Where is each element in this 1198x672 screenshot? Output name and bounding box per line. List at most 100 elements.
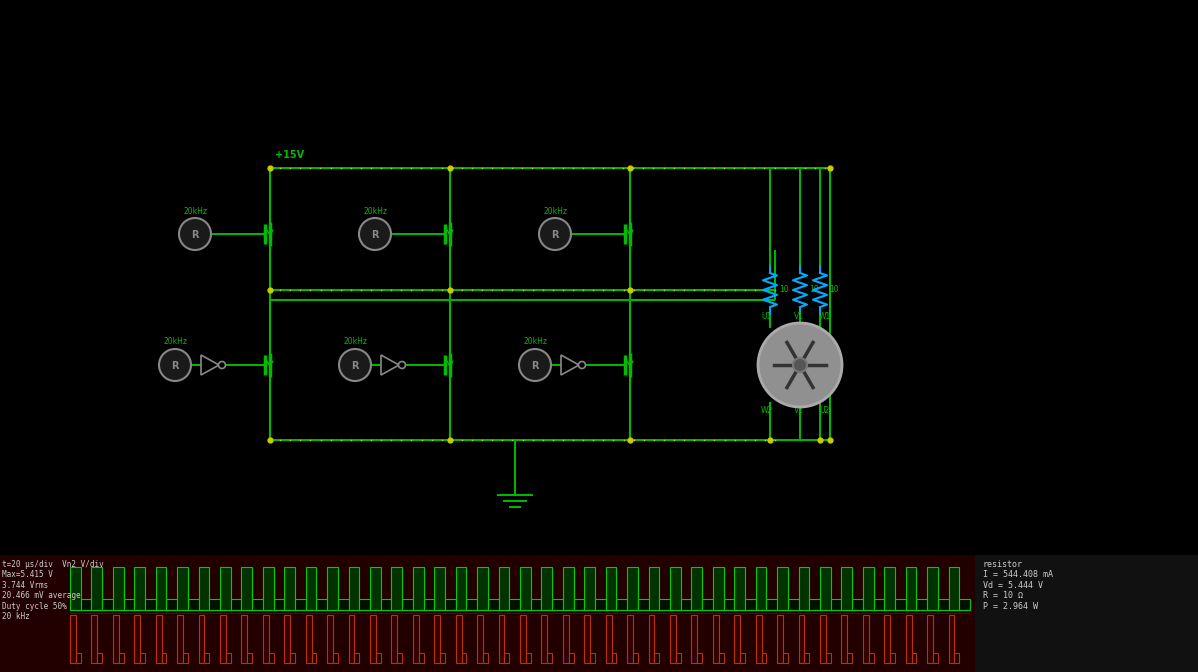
Point <box>634 285 653 296</box>
Bar <box>697 653 702 663</box>
Bar <box>461 653 466 663</box>
Point <box>613 435 633 446</box>
Bar <box>305 615 311 663</box>
Point <box>684 435 703 446</box>
Bar <box>167 599 177 610</box>
Point <box>563 163 582 173</box>
Point <box>643 163 662 173</box>
Point <box>331 285 350 296</box>
Text: t=20 μs/div  Vn2 V/div
Max=5.415 V
3.744 Vrms
20.466 mV average
Duty cycle 50%
2: t=20 μs/div Vn2 V/div Max=5.415 V 3.744 … <box>2 560 104 621</box>
Bar <box>370 615 376 663</box>
Point <box>543 163 562 173</box>
Bar <box>552 599 563 610</box>
Point <box>321 285 340 296</box>
Bar <box>349 567 359 610</box>
Point <box>594 435 613 446</box>
Text: 10: 10 <box>829 286 839 294</box>
Bar <box>252 599 262 610</box>
Point <box>483 285 502 296</box>
Text: V2: V2 <box>794 406 804 415</box>
Bar <box>670 615 676 663</box>
Point <box>604 435 623 446</box>
Point <box>624 435 643 446</box>
Bar <box>162 653 167 663</box>
Bar <box>852 599 863 610</box>
Bar <box>316 599 327 610</box>
Point <box>392 163 411 173</box>
Point <box>472 435 491 446</box>
Point <box>645 435 664 446</box>
Point <box>321 435 340 446</box>
Circle shape <box>758 323 842 407</box>
Bar <box>262 615 268 663</box>
Bar <box>884 615 890 663</box>
Point <box>745 285 764 296</box>
Bar <box>659 599 670 610</box>
Bar <box>392 615 398 663</box>
Point <box>533 285 552 296</box>
Point <box>412 163 431 173</box>
Point <box>392 435 411 446</box>
Bar <box>119 653 123 663</box>
Point <box>674 285 694 296</box>
Bar <box>455 567 466 610</box>
Point <box>524 285 543 296</box>
Text: 20kHz: 20kHz <box>543 206 567 216</box>
Bar <box>734 567 745 610</box>
Point <box>745 435 764 446</box>
Point <box>725 163 744 173</box>
Bar <box>627 567 637 610</box>
Point <box>715 285 734 296</box>
Point <box>513 163 532 173</box>
Bar <box>75 653 80 663</box>
Bar <box>268 653 273 663</box>
Bar <box>691 567 702 610</box>
Bar <box>327 567 338 610</box>
Bar <box>311 653 316 663</box>
Bar <box>97 653 102 663</box>
Text: R: R <box>351 361 358 371</box>
Bar <box>938 599 949 610</box>
Bar <box>284 567 295 610</box>
Bar <box>145 599 156 610</box>
Circle shape <box>179 218 211 250</box>
Point <box>422 435 441 446</box>
Point <box>432 435 452 446</box>
Bar <box>242 567 252 610</box>
Bar <box>69 615 75 663</box>
Text: 10: 10 <box>809 286 818 294</box>
Bar <box>413 615 419 663</box>
Bar <box>927 567 938 610</box>
Bar <box>633 653 637 663</box>
Bar <box>563 615 569 663</box>
Bar <box>177 615 183 663</box>
Point <box>462 285 482 296</box>
Point <box>291 285 310 296</box>
Bar <box>183 653 188 663</box>
Point <box>766 435 785 446</box>
Bar <box>975 555 1198 672</box>
Bar <box>778 615 783 663</box>
Text: 20kHz: 20kHz <box>163 337 187 347</box>
Text: 20kHz: 20kHz <box>524 337 547 347</box>
Point <box>714 163 733 173</box>
Point <box>604 163 623 173</box>
Bar <box>419 653 424 663</box>
Point <box>593 163 612 173</box>
Point <box>351 435 370 446</box>
Circle shape <box>159 349 190 381</box>
Point <box>280 285 300 296</box>
Point <box>301 285 320 296</box>
Point <box>271 435 290 446</box>
Bar <box>205 653 210 663</box>
Point <box>695 435 714 446</box>
Point <box>704 285 724 296</box>
Bar <box>284 615 290 663</box>
Point <box>472 163 491 173</box>
Point <box>280 163 300 173</box>
Point <box>624 285 643 296</box>
Bar <box>606 567 617 610</box>
Text: R: R <box>192 230 199 240</box>
Bar <box>140 653 145 663</box>
Point <box>503 435 522 446</box>
